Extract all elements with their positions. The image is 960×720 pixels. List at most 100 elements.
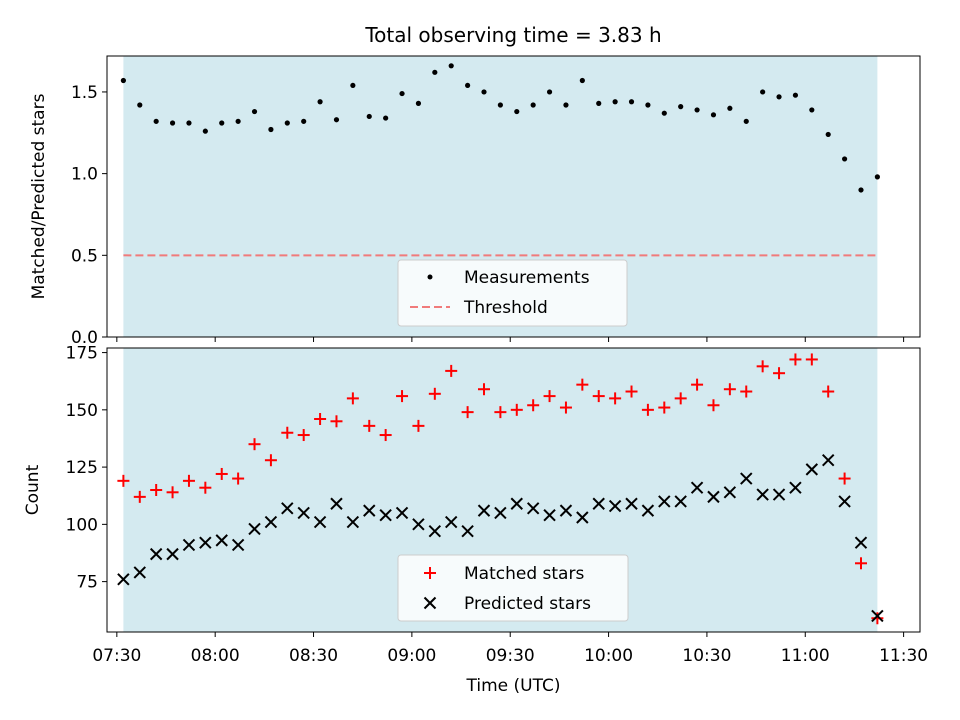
predicted-star-point [330, 497, 343, 510]
measurement-point [350, 82, 356, 89]
matched-star-point [674, 392, 687, 405]
matched-star-point [428, 387, 441, 400]
matched-star-point [805, 353, 818, 366]
predicted-star-point [379, 508, 392, 522]
matched-star-point [756, 360, 769, 373]
measurement-point [776, 94, 782, 100]
x-tick-label: 08:30 [289, 646, 338, 666]
predicted-star-point [559, 504, 573, 517]
bottom-legend: Matched stars Predicted stars [397, 554, 629, 622]
measurement-point [415, 100, 422, 106]
predicted-star-point [576, 511, 589, 524]
matched-star-point [723, 383, 736, 396]
measurement-point [169, 120, 176, 126]
predicted-star-point [510, 497, 523, 510]
legend-matched-label: Matched stars [464, 564, 584, 584]
matched-star-point [314, 413, 327, 425]
matched-star-point [822, 385, 835, 398]
legend-threshold-label: Threshold [463, 298, 548, 318]
predicted-star-point [281, 502, 294, 515]
bottom-y-ticks: 75 100 125 150 175 [66, 344, 107, 593]
predicted-star-point [412, 518, 425, 531]
predicted-star-point [592, 497, 605, 510]
predicted-star-point [854, 536, 868, 549]
top-axes-frame [106, 55, 921, 338]
matched-star-point [379, 429, 392, 442]
matched-star-point [396, 390, 409, 403]
predicted-star-point [297, 506, 310, 520]
legend-measurements-label: Measurements [464, 268, 590, 288]
predicted-star-point [363, 504, 376, 517]
bottom-x-ticks: 07:30 08:00 08:30 09:00 09:30 10:00 10:30 11:00… [92, 632, 928, 666]
measurement-point [546, 89, 553, 95]
matched-star-point [543, 390, 556, 403]
predicted-star-point [461, 525, 474, 538]
x-tick-label: 09:30 [486, 646, 535, 666]
predicted-star-point [641, 504, 655, 517]
top-x-ticks [116, 337, 905, 342]
top-legend-box [397, 259, 628, 327]
bottom-y-tick-label: 175 [66, 344, 98, 364]
measurement-point [596, 100, 602, 106]
matched-star-point [691, 378, 704, 391]
predicted-star-point [690, 481, 704, 494]
chart-title: Total observing time = 3.83 h [364, 23, 661, 47]
top-legend: Measurements Threshold [397, 259, 628, 327]
measurement-point [497, 102, 503, 108]
matched-star-point [346, 392, 359, 405]
measurement-point [678, 104, 684, 110]
matched-star-point [412, 419, 425, 432]
legend-plus-marker [424, 567, 436, 579]
matched-star-point [281, 426, 294, 439]
matched-star-point [789, 353, 802, 366]
matched-star-point [641, 403, 654, 416]
measurement-point [268, 126, 274, 133]
matched-star-point [461, 406, 474, 419]
top-y-tick-label: 0.5 [71, 246, 98, 266]
measurement-point [284, 120, 290, 126]
predicted-star-point [395, 506, 409, 520]
measurement-point [645, 102, 651, 108]
measurement-point [809, 107, 815, 113]
predicted-star-point [117, 573, 130, 586]
bottom-panel: 75 100 125 150 175 07:30 08:00 08:30 09:00 09:30… [23, 344, 928, 696]
measurement-point [317, 99, 323, 105]
measurement-point [333, 117, 340, 123]
legend-x-marker [423, 596, 437, 610]
measurement-point [530, 102, 536, 108]
measurement-point [579, 77, 585, 84]
x-tick-label: 09:00 [387, 646, 436, 666]
legend-matched-marker [424, 567, 436, 579]
predicted-star-point [231, 538, 245, 552]
matched-star-point [527, 399, 540, 412]
bottom-y-tick-label: 75 [76, 573, 98, 593]
measurement-point [432, 69, 438, 75]
x-tick-label: 11:00 [781, 646, 830, 666]
x-tick-label: 08:00 [191, 646, 240, 666]
matched-star-point [477, 383, 490, 396]
measurement-point [743, 118, 749, 124]
measurement-point [694, 107, 700, 113]
measurement-point [120, 77, 126, 84]
predicted-star-point [772, 488, 786, 501]
predicted-star-point [756, 488, 769, 501]
matched-star-point [133, 490, 146, 503]
measurement-point [137, 102, 143, 108]
measurement-point [874, 174, 880, 180]
predicted-star-point [494, 506, 507, 520]
measurement-point [858, 187, 864, 193]
matched-star-point [838, 472, 851, 485]
top-y-tick-label: 1.0 [71, 165, 98, 185]
measurement-point [710, 112, 717, 118]
x-tick-label: 10:30 [682, 646, 731, 666]
matched-star-point [264, 454, 277, 467]
predicted-star-point [199, 536, 212, 549]
measurement-point [563, 102, 569, 108]
matched-star-point [117, 474, 130, 487]
matched-star-point [248, 438, 261, 451]
predicted-star-point [543, 508, 556, 522]
bottom-y-axis-label: Count [23, 464, 43, 515]
predicted-star-point [608, 499, 622, 513]
matched-star-point [707, 399, 720, 412]
